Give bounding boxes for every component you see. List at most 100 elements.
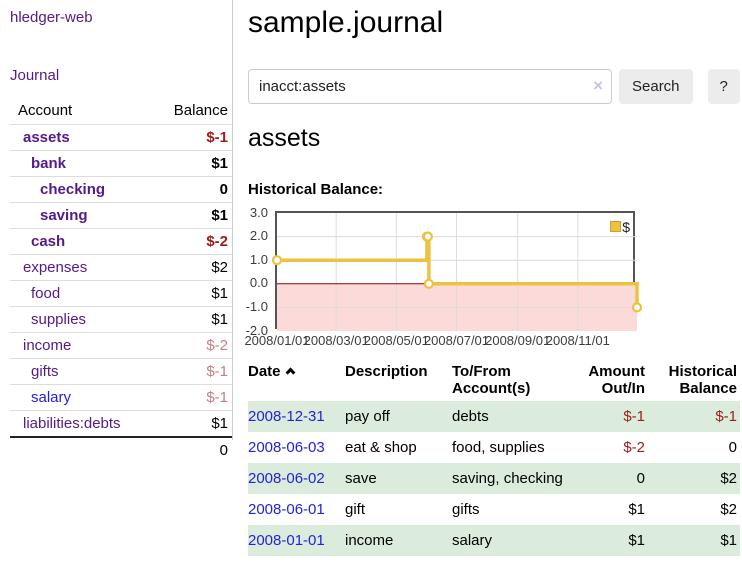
transaction-amount: $-2 <box>623 438 645 456</box>
sidebar-account-link[interactable]: bank <box>31 155 67 172</box>
transaction-balance: 0 <box>728 438 737 456</box>
sidebar-account-link[interactable]: expenses <box>23 259 88 276</box>
sidebar-account-link[interactable]: salary <box>31 389 72 406</box>
search-input[interactable] <box>248 68 612 104</box>
account-row: gifts $-1 <box>10 358 232 385</box>
transaction-accounts: gifts <box>452 500 480 518</box>
chart-plot-area: $ <box>271 210 643 331</box>
legend-swatch-icon <box>610 221 622 232</box>
y-tick-label: -2.0 <box>245 322 268 338</box>
sort-ascending-icon <box>285 367 295 377</box>
transactions-table: Date Description To/From Account(s) Amou… <box>248 359 740 556</box>
transaction-date-cell: 2008-06-02 <box>248 463 345 494</box>
sidebar-divider <box>232 0 233 440</box>
account-balance: 0 <box>148 176 232 203</box>
transaction-date-link[interactable]: 2008-06-02 <box>248 469 325 487</box>
sidebar-account-link[interactable]: saving <box>40 207 88 224</box>
account-row: income $-2 <box>10 332 232 359</box>
transaction-description: save <box>345 469 377 487</box>
data-point-marker <box>422 231 434 242</box>
account-balance: $1 <box>148 202 232 229</box>
sidebar-account-link[interactable]: gifts <box>31 363 59 380</box>
transaction-date-link[interactable]: 2008-12-31 <box>248 407 325 425</box>
accounts-header-account: Account <box>18 102 73 119</box>
transaction-amount: $1 <box>628 500 645 518</box>
accounts-total-value: 0 <box>148 436 232 463</box>
sidebar-account-link[interactable]: income <box>23 337 72 354</box>
account-balance: $1 <box>148 410 232 437</box>
transaction-row: 2008-01-01 income salary $1 $1 <box>248 524 740 556</box>
account-row: cash $-2 <box>10 228 232 255</box>
chart-label: Historical Balance: <box>248 180 384 198</box>
sidebar-account-link[interactable]: assets <box>23 129 70 146</box>
transaction-date-link[interactable]: 2008-06-01 <box>248 500 325 518</box>
transaction-description: gift <box>345 500 366 518</box>
transaction-row: 2008-06-03 eat & shop food, supplies $-2 0 <box>248 432 740 463</box>
x-tick-label: 2008/03/01 <box>303 332 369 348</box>
column-header-amount: Amount Out/In <box>588 362 645 397</box>
account-balance: $-2 <box>148 332 232 359</box>
transaction-amount: $-1 <box>623 407 645 425</box>
sidebar-account-link[interactable]: cash <box>31 233 66 250</box>
account-balance: $1 <box>148 150 232 177</box>
transaction-description: pay off <box>345 407 390 425</box>
transaction-date-link[interactable]: 2008-01-01 <box>248 531 325 549</box>
y-tick-label: 0.0 <box>249 275 268 291</box>
y-tick-label: 3.0 <box>249 204 268 220</box>
transaction-date-cell: 2008-12-31 <box>248 401 345 432</box>
transaction-balance: $1 <box>720 531 737 549</box>
x-tick-label: 2008/05/01 <box>363 332 429 348</box>
transaction-description: income <box>345 531 394 549</box>
sidebar-account-link[interactable]: checking <box>40 181 106 198</box>
transaction-date-cell: 2008-06-01 <box>248 494 345 525</box>
transaction-row: 2008-06-02 save saving, checking 0 $2 <box>248 462 740 494</box>
transaction-accounts: food, supplies <box>452 438 545 456</box>
y-tick-label: 1.0 <box>249 251 268 267</box>
account-row: food $1 <box>10 280 232 307</box>
account-row: bank $1 <box>10 150 232 177</box>
legend-label: $ <box>622 218 630 235</box>
main-content: sample.journal × Search ? assets Histori… <box>244 0 740 556</box>
account-row: liabilities:debts $1 <box>10 410 232 437</box>
y-tick-label: -1.0 <box>245 298 268 314</box>
account-row: assets $-1 <box>10 124 232 151</box>
sidebar-item-journal[interactable]: Journal <box>10 67 60 84</box>
account-balance: $1 <box>148 306 232 333</box>
account-balance: $-1 <box>148 384 232 411</box>
sidebar: hledger-web Journal Account Balance asse… <box>10 0 232 463</box>
search-button[interactable]: Search <box>619 68 693 104</box>
transaction-accounts: salary <box>452 531 493 549</box>
account-title: assets <box>248 123 321 152</box>
account-row: saving $1 <box>10 202 232 229</box>
account-balance: $-1 <box>148 124 232 151</box>
page-title: sample.journal <box>248 6 444 39</box>
data-point-marker <box>631 301 643 313</box>
column-header-date[interactable]: Date <box>248 359 345 401</box>
sidebar-account-link[interactable]: food <box>31 285 61 302</box>
account-balance: $-1 <box>148 358 232 385</box>
transaction-accounts: saving, checking <box>452 469 563 487</box>
data-point-marker <box>271 254 283 265</box>
column-header-balance: Historical Balance <box>668 362 737 397</box>
sidebar-account-link[interactable]: supplies <box>31 311 87 328</box>
column-header-description: Description <box>345 362 428 380</box>
transaction-row: 2008-06-01 gift gifts $1 $2 <box>248 494 740 525</box>
transaction-balance: $2 <box>720 469 737 487</box>
clear-search-icon[interactable]: × <box>593 75 603 95</box>
account-row: salary $-1 <box>10 384 232 411</box>
help-button[interactable]: ? <box>707 68 740 104</box>
transaction-amount: 0 <box>636 469 645 487</box>
chart-legend: $ <box>610 219 630 235</box>
y-tick-label: 2.0 <box>249 228 268 244</box>
x-tick-label: 2008/07/01 <box>423 332 490 348</box>
transaction-amount: $1 <box>628 531 645 549</box>
transaction-date-link[interactable]: 2008-06-03 <box>248 438 325 456</box>
account-balance: $1 <box>148 280 232 307</box>
transaction-accounts: debts <box>452 407 489 425</box>
sidebar-account-link[interactable]: liabilities:debts <box>23 415 121 432</box>
app-brand-link[interactable]: hledger-web <box>10 9 93 26</box>
account-balance: $-2 <box>148 228 232 255</box>
account-balance: $2 <box>148 254 232 281</box>
spacer <box>10 436 149 463</box>
transaction-date-cell: 2008-01-01 <box>248 525 345 556</box>
